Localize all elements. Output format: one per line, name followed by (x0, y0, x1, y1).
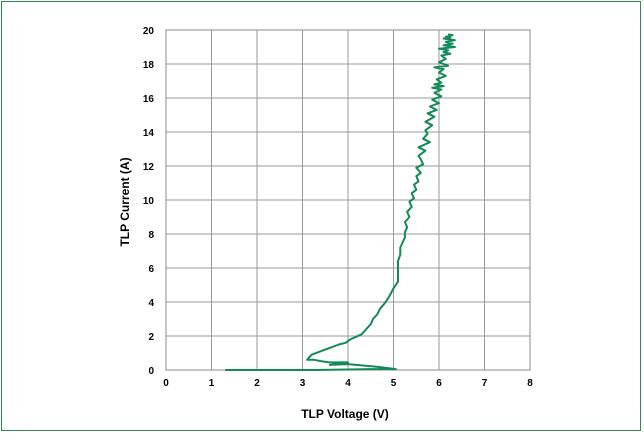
y-tick-label: 12 (143, 162, 155, 173)
x-tick-label: 5 (391, 378, 397, 389)
y-tick-label: 14 (143, 128, 155, 139)
x-tick-label: 4 (345, 378, 351, 389)
x-axis-title: TLP Voltage (V) (301, 407, 389, 421)
x-tick-label: 7 (482, 378, 488, 389)
x-tick-label: 8 (527, 378, 533, 389)
y-tick-label: 20 (143, 26, 155, 37)
x-axis-tick-labels: 0 1 2 3 4 5 6 7 8 (163, 378, 533, 389)
y-tick-label: 10 (143, 196, 155, 207)
y-axis-title: TLP Current (A) (118, 157, 132, 246)
y-tick-label: 0 (148, 366, 154, 377)
series-line (225, 33, 456, 371)
x-tick-label: 0 (163, 378, 169, 389)
y-tick-label: 8 (148, 230, 154, 241)
x-tick-label: 2 (254, 378, 260, 389)
x-tick-label: 3 (300, 378, 306, 389)
x-tick-label: 6 (436, 378, 442, 389)
y-tick-label: 2 (148, 332, 154, 343)
y-tick-label: 6 (148, 264, 154, 275)
y-tick-label: 4 (148, 298, 154, 309)
x-tick-label: 1 (209, 378, 215, 389)
grid-lines (165, 29, 531, 371)
y-tick-label: 18 (143, 60, 155, 71)
y-tick-label: 16 (143, 94, 155, 105)
y-axis-tick-labels: 0 2 4 6 8 10 12 14 16 18 20 (143, 26, 155, 377)
